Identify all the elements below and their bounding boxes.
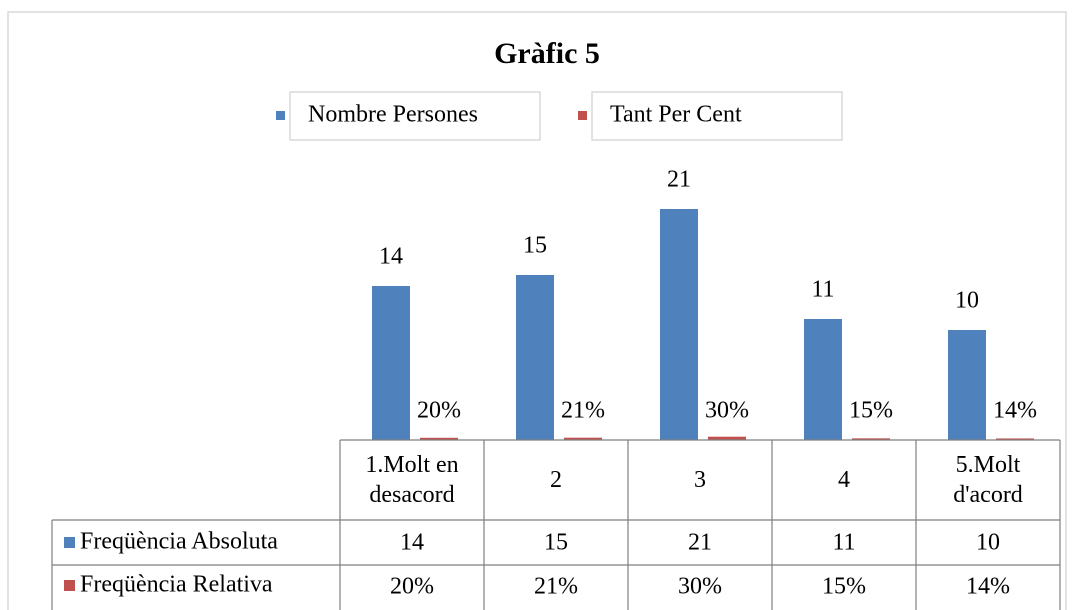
category-label: 3 [694,467,706,493]
legend-label: Tant Per Cent [610,102,742,128]
data-label: 14% [993,398,1037,424]
bar [660,209,698,440]
bar [516,275,554,440]
table-marker [64,537,75,548]
bar [948,330,986,440]
data-label: 15% [849,398,893,424]
data-label: 21% [561,398,605,424]
data-label: 10 [955,288,979,314]
table-value: 14 [400,530,424,556]
data-label: 21 [667,167,691,193]
category-label: 2 [550,467,562,493]
table-row-label: Freqüència Relativa [80,572,273,598]
legend-label: Nombre Persones [308,102,478,128]
table-value: 10 [976,530,1000,556]
data-label: 14 [379,244,403,270]
table-value: 20% [390,574,434,600]
table-row-label: Freqüència Absoluta [80,529,278,555]
table-value: 21% [534,574,578,600]
bar [420,437,458,440]
category-label-box: 5.Molt d'acord [953,452,1023,508]
table-value: 30% [678,574,722,600]
table-marker [64,580,75,591]
legend-box [591,91,843,141]
data-label: 30% [705,398,749,424]
legend-box [289,91,541,141]
chart-title: Gràfic 5 [494,37,600,70]
bar [804,319,842,440]
data-label: 15 [523,233,547,259]
table-value: 14% [966,574,1010,600]
bar [852,438,890,440]
legend-marker [276,111,285,120]
table-value: 15 [544,530,568,556]
category-label: 4 [838,467,850,493]
category-label: 1.Molt en desacord [365,452,459,508]
bar [564,437,602,440]
data-label: 11 [811,277,834,303]
table-value: 11 [832,530,855,556]
bar [708,436,746,440]
table-value: 15% [822,574,866,600]
data-label: 20% [417,398,461,424]
category-label-box: 4 [838,467,850,493]
bar [372,286,410,440]
category-label-box: 3 [694,467,706,493]
category-label-box: 2 [550,467,562,493]
category-label-box: 1.Molt en desacord [365,452,459,508]
category-label: 5.Molt d'acord [953,452,1023,508]
table-value: 21 [688,530,712,556]
legend-marker [578,111,587,120]
bar [996,438,1034,440]
